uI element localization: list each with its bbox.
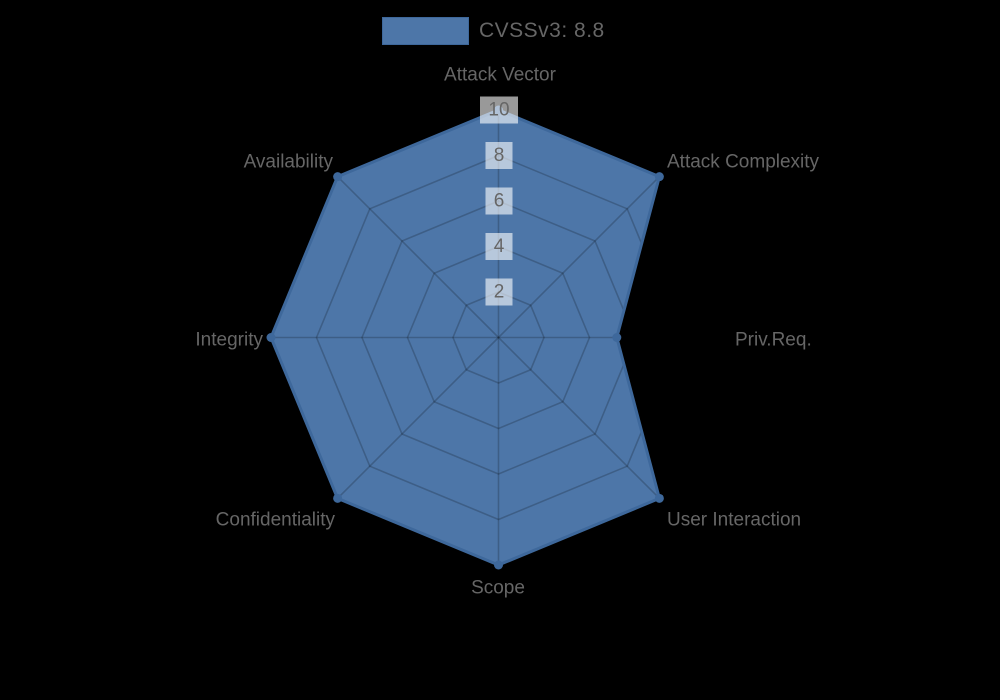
data-point-4	[494, 560, 503, 570]
tick-label-10: 10	[488, 100, 509, 121]
axis-label-attack-vector: Attack Vector	[444, 65, 557, 86]
axis-label-scope: Scope	[471, 578, 525, 599]
data-point-6	[266, 333, 276, 342]
tick-backdrop-2	[485, 278, 513, 306]
data-point-3	[654, 493, 664, 503]
tick-label-6: 6	[494, 191, 505, 212]
axis-spoke	[497, 336, 660, 499]
axis-spoke	[337, 336, 500, 499]
grid-ring-2	[452, 291, 545, 384]
axis-label-integrity: Integrity	[195, 330, 263, 351]
tick-label-2: 2	[494, 282, 505, 303]
data-point-7	[333, 172, 343, 182]
grid-ring-6	[361, 200, 636, 475]
tick-backdrop-8	[485, 142, 513, 169]
axis-label-user-interaction: User Interaction	[667, 510, 801, 531]
data-point-5	[333, 493, 343, 503]
axis-label-availability: Availability	[244, 152, 334, 173]
data-point-2	[612, 333, 622, 342]
data-point-1	[654, 172, 664, 182]
cvss-data-area	[271, 110, 660, 565]
tick-label-4: 4	[494, 236, 505, 257]
legend-item[interactable]: CVSSv3: 8.8	[382, 17, 605, 45]
tick-backdrop-4	[485, 233, 513, 260]
tick-backdrop-6	[485, 187, 513, 215]
tick-label-8: 8	[494, 145, 505, 166]
legend-swatch	[382, 17, 469, 45]
axis-label-confidentiality: Confidentiality	[216, 510, 336, 531]
axis-label-priv-req: Priv.Req.	[735, 330, 812, 351]
grid-ring-8	[315, 154, 682, 521]
axis-spoke	[497, 176, 660, 339]
legend-label: CVSSv3: 8.8	[479, 19, 605, 42]
grid-ring-4	[406, 245, 591, 430]
axis-label-attack-complexity: Attack Complexity	[667, 152, 820, 173]
axis-spoke	[337, 176, 500, 339]
tick-backdrop-10	[480, 96, 518, 124]
